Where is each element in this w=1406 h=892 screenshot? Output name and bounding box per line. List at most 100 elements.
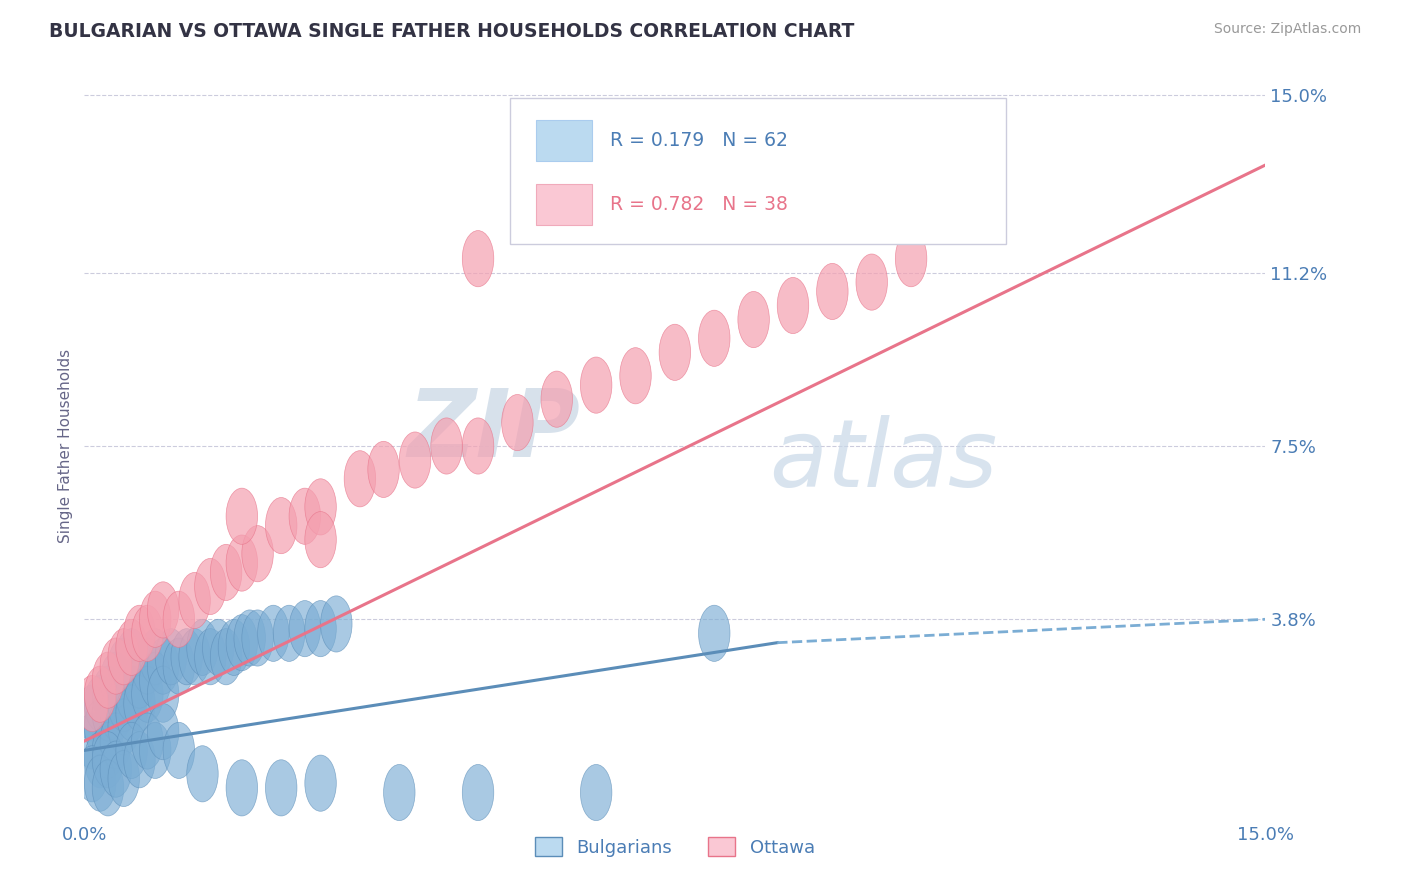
Ellipse shape — [132, 638, 163, 694]
Ellipse shape — [84, 755, 115, 812]
Ellipse shape — [115, 723, 148, 779]
Ellipse shape — [93, 652, 124, 708]
Ellipse shape — [699, 605, 730, 662]
Ellipse shape — [620, 348, 651, 404]
Ellipse shape — [699, 310, 730, 367]
Ellipse shape — [226, 615, 257, 671]
Ellipse shape — [226, 488, 257, 544]
Ellipse shape — [100, 741, 132, 797]
Y-axis label: Single Father Households: Single Father Households — [58, 349, 73, 543]
Ellipse shape — [124, 731, 155, 788]
Ellipse shape — [108, 675, 139, 731]
Ellipse shape — [84, 666, 115, 723]
Ellipse shape — [115, 619, 148, 675]
Text: R = 0.179   N = 62: R = 0.179 N = 62 — [610, 131, 787, 150]
Ellipse shape — [659, 325, 690, 381]
Ellipse shape — [344, 450, 375, 507]
Ellipse shape — [194, 558, 226, 615]
Ellipse shape — [187, 746, 218, 802]
Ellipse shape — [187, 619, 218, 675]
Ellipse shape — [93, 723, 124, 779]
Ellipse shape — [463, 417, 494, 475]
Ellipse shape — [139, 591, 172, 648]
Ellipse shape — [226, 760, 257, 816]
Ellipse shape — [124, 675, 155, 731]
Text: atlas: atlas — [769, 416, 998, 507]
Ellipse shape — [194, 629, 226, 685]
Ellipse shape — [290, 488, 321, 544]
Ellipse shape — [384, 764, 415, 821]
Ellipse shape — [93, 666, 124, 723]
Ellipse shape — [163, 723, 194, 779]
Ellipse shape — [179, 573, 211, 629]
Text: ZIP: ZIP — [408, 385, 581, 477]
Legend: Bulgarians, Ottawa: Bulgarians, Ottawa — [527, 830, 823, 864]
Ellipse shape — [581, 357, 612, 413]
Ellipse shape — [226, 535, 257, 591]
FancyBboxPatch shape — [536, 184, 592, 225]
Ellipse shape — [84, 675, 115, 731]
Ellipse shape — [896, 230, 927, 286]
Ellipse shape — [108, 638, 139, 694]
Ellipse shape — [305, 755, 336, 812]
Ellipse shape — [115, 685, 148, 741]
Ellipse shape — [290, 600, 321, 657]
Ellipse shape — [179, 629, 211, 685]
Ellipse shape — [76, 675, 108, 731]
Ellipse shape — [76, 685, 108, 741]
Ellipse shape — [399, 432, 430, 488]
Ellipse shape — [93, 685, 124, 741]
Ellipse shape — [211, 544, 242, 600]
Ellipse shape — [242, 610, 273, 666]
Ellipse shape — [463, 230, 494, 286]
Ellipse shape — [211, 629, 242, 685]
Ellipse shape — [305, 512, 336, 568]
Ellipse shape — [172, 629, 202, 685]
FancyBboxPatch shape — [509, 97, 1005, 244]
Ellipse shape — [139, 629, 172, 685]
Ellipse shape — [430, 417, 463, 475]
Ellipse shape — [148, 704, 179, 760]
Ellipse shape — [218, 619, 250, 675]
Ellipse shape — [502, 394, 533, 450]
FancyBboxPatch shape — [536, 120, 592, 161]
Ellipse shape — [273, 605, 305, 662]
Ellipse shape — [257, 605, 290, 662]
Ellipse shape — [148, 638, 179, 694]
Ellipse shape — [581, 764, 612, 821]
Ellipse shape — [139, 723, 172, 779]
Ellipse shape — [266, 760, 297, 816]
Ellipse shape — [115, 666, 148, 723]
Ellipse shape — [124, 652, 155, 708]
Ellipse shape — [817, 263, 848, 319]
Ellipse shape — [124, 605, 155, 662]
Ellipse shape — [738, 292, 769, 348]
Text: R = 0.782   N = 38: R = 0.782 N = 38 — [610, 195, 787, 214]
Ellipse shape — [76, 746, 108, 802]
Ellipse shape — [115, 629, 148, 685]
Ellipse shape — [463, 764, 494, 821]
Ellipse shape — [321, 596, 352, 652]
Ellipse shape — [163, 638, 194, 694]
Ellipse shape — [305, 479, 336, 535]
Ellipse shape — [132, 666, 163, 723]
Ellipse shape — [93, 731, 124, 788]
Ellipse shape — [100, 713, 132, 769]
Ellipse shape — [76, 713, 108, 769]
Ellipse shape — [266, 498, 297, 554]
Ellipse shape — [93, 760, 124, 816]
Text: Source: ZipAtlas.com: Source: ZipAtlas.com — [1213, 22, 1361, 37]
Ellipse shape — [163, 591, 194, 648]
Ellipse shape — [108, 629, 139, 685]
Ellipse shape — [108, 750, 139, 806]
Ellipse shape — [132, 713, 163, 769]
Ellipse shape — [155, 629, 187, 685]
Ellipse shape — [368, 442, 399, 498]
Ellipse shape — [233, 610, 266, 666]
Ellipse shape — [132, 605, 163, 662]
Ellipse shape — [148, 582, 179, 638]
Ellipse shape — [100, 652, 132, 708]
Ellipse shape — [778, 277, 808, 334]
Ellipse shape — [84, 699, 115, 755]
Ellipse shape — [856, 254, 887, 310]
